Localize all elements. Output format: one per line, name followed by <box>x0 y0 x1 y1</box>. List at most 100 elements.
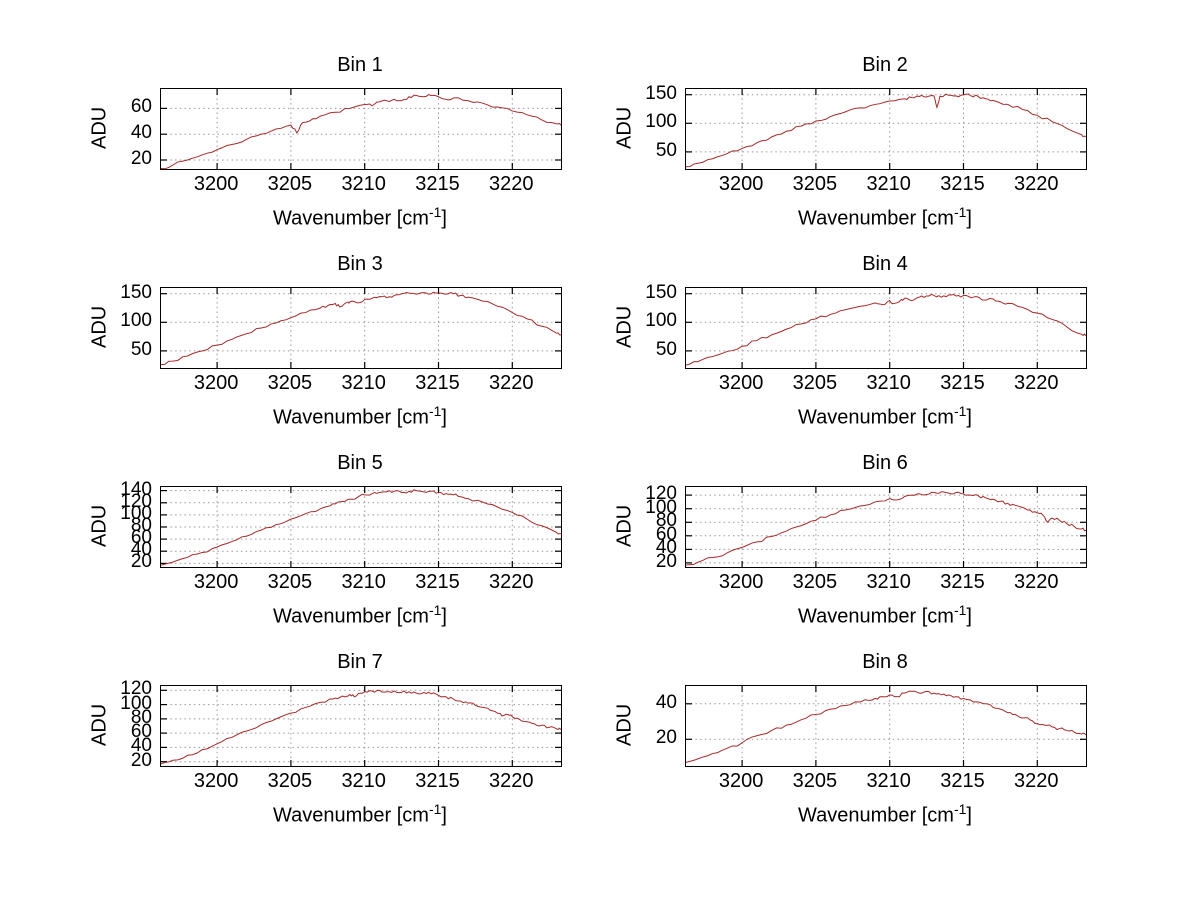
y-tick-labels: 50 100 150 <box>85 282 152 367</box>
spectrum-line <box>161 689 561 765</box>
plot-canvas <box>686 89 1086 169</box>
x-axis-label: Wavenumber [cm-1] <box>685 598 1085 629</box>
x-tick-label: 3215 <box>415 770 460 792</box>
y-tick-label: 100 <box>645 310 677 332</box>
x-tick-label: 3210 <box>866 173 911 195</box>
subplot-bin-1: Bin 1 ADU 20 40 60 3200 3205 3210 3215 3220 Wa… <box>85 42 605 241</box>
x-tick-label: 3220 <box>1014 571 1059 593</box>
x-tick-label: 3200 <box>193 571 239 593</box>
x-tick-label: 3210 <box>866 571 911 593</box>
plot-canvas <box>161 686 561 766</box>
y-tick-labels: 20 40 60 <box>85 88 152 169</box>
y-tick-label: 40 <box>130 122 152 144</box>
y-tick-label: 60 <box>130 527 152 549</box>
xlabel-text: ] <box>966 207 972 230</box>
xlabel-text: ] <box>441 605 447 628</box>
x-tick-labels: 3200 3205 3210 3215 3220 <box>160 372 560 396</box>
xlabel-text: ] <box>966 406 972 429</box>
x-tick-label: 3215 <box>415 571 460 593</box>
spectrum-line <box>686 93 1086 168</box>
xlabel-text: Wavenumber [cm <box>798 605 954 628</box>
x-axis-label: Wavenumber [cm-1] <box>160 797 560 828</box>
y-tick-label: 60 <box>655 523 677 545</box>
subplot-title: Bin 4 <box>862 253 908 275</box>
subplot-bin-2: Bin 2 ADU 50 100 150 3200 3205 3210 3215 3220 … <box>610 42 1130 241</box>
y-tick-label: 80 <box>130 515 152 536</box>
xlabel-text: ] <box>441 406 447 429</box>
y-tick-label: 120 <box>120 490 152 512</box>
subplot-bin-7: Bin 7 ADU 20 40 60 80 100 120 3200 3205 3210 321… <box>85 639 605 838</box>
y-tick-label: 100 <box>120 502 152 524</box>
x-tick-label: 3205 <box>267 571 313 593</box>
xlabel-text: Wavenumber [cm <box>273 605 429 628</box>
x-tick-labels: 3200 3205 3210 3215 3220 <box>685 372 1085 396</box>
spectrum-line <box>686 491 1086 566</box>
x-tick-label: 3220 <box>489 770 534 792</box>
plot-area <box>685 88 1087 170</box>
plot-area <box>160 88 562 170</box>
spectrum-line <box>161 94 561 169</box>
x-tick-label: 3220 <box>1014 770 1059 792</box>
x-tick-label: 3210 <box>341 571 386 593</box>
y-tick-label: 50 <box>655 338 677 360</box>
subplot-title: Bin 7 <box>337 651 383 673</box>
x-tick-label: 3220 <box>1014 173 1059 195</box>
xlabel-text: ] <box>441 207 447 230</box>
y-tick-label: 20 <box>130 749 152 771</box>
subplot-title: Bin 1 <box>337 54 383 76</box>
x-tick-label: 3205 <box>267 173 313 195</box>
x-tick-label: 3215 <box>415 372 460 394</box>
y-tick-label: 100 <box>645 496 677 518</box>
x-tick-labels: 3200 3205 3210 3215 3220 <box>685 571 1085 595</box>
x-tick-label: 3205 <box>792 173 838 195</box>
xlabel-superscript: -1 <box>953 403 967 419</box>
y-tick-label: 60 <box>130 721 152 743</box>
subplot-bin-4: Bin 4 ADU 50 100 150 3200 3205 3210 3215 3220 … <box>610 241 1130 440</box>
y-tick-label: 50 <box>655 139 677 161</box>
x-tick-label: 3220 <box>489 571 534 593</box>
x-axis-label: Wavenumber [cm-1] <box>685 399 1085 430</box>
spectrum-line <box>161 291 561 366</box>
y-tick-label: 50 <box>130 338 152 360</box>
x-tick-label: 3215 <box>940 372 985 394</box>
x-tick-labels: 3200 3205 3210 3215 3220 <box>685 770 1085 794</box>
x-tick-labels: 3200 3205 3210 3215 3220 <box>160 173 560 197</box>
x-tick-labels: 3200 3205 3210 3215 3220 <box>685 173 1085 197</box>
xlabel-text: Wavenumber [cm <box>798 804 954 827</box>
xlabel-text: Wavenumber [cm <box>273 406 429 429</box>
x-axis-label: Wavenumber [cm-1] <box>160 200 560 231</box>
y-tick-label: 100 <box>645 111 677 133</box>
x-tick-label: 3200 <box>718 173 764 195</box>
y-tick-label: 120 <box>645 483 677 505</box>
x-tick-label: 3200 <box>718 770 764 792</box>
plot-area <box>685 287 1087 369</box>
x-tick-label: 3200 <box>193 173 239 195</box>
plot-area <box>685 486 1087 568</box>
y-tick-label: 40 <box>130 539 152 561</box>
x-tick-label: 3220 <box>489 372 534 394</box>
subplot-bin-6: Bin 6 ADU 20 40 60 80 100 120 3200 3205 3210 321… <box>610 440 1130 639</box>
y-tick-label: 80 <box>130 706 152 728</box>
x-tick-label: 3205 <box>792 372 838 394</box>
subplot-bin-3: Bin 3 ADU 50 100 150 3200 3205 3210 3215 3220 … <box>85 241 605 440</box>
plot-area <box>160 685 562 767</box>
y-tick-label: 150 <box>645 82 677 104</box>
y-tick-label: 40 <box>655 537 677 559</box>
plot-canvas <box>686 288 1086 368</box>
y-tick-label: 20 <box>130 148 152 169</box>
x-tick-label: 3210 <box>341 770 386 792</box>
x-axis-label: Wavenumber [cm-1] <box>160 598 560 629</box>
subplot-title: Bin 6 <box>862 452 908 474</box>
y-tick-label: 40 <box>655 691 677 713</box>
y-tick-label: 20 <box>130 551 152 573</box>
x-tick-label: 3205 <box>267 372 313 394</box>
plot-canvas <box>686 487 1086 567</box>
y-tick-label: 150 <box>120 281 152 303</box>
subplot-bin-8: Bin 8 ADU 20 40 3200 3205 3210 3215 3220 Wave… <box>610 639 1130 838</box>
y-tick-label: 60 <box>130 96 152 118</box>
y-tick-labels: 50 100 150 <box>610 83 677 168</box>
y-tick-labels: 20 40 <box>610 685 677 765</box>
subplot-bin-5: Bin 5 ADU 20 40 60 80 100 120 140 3200 3205 3210… <box>85 440 605 639</box>
y-tick-label: 20 <box>655 727 677 749</box>
x-tick-label: 3210 <box>866 372 911 394</box>
